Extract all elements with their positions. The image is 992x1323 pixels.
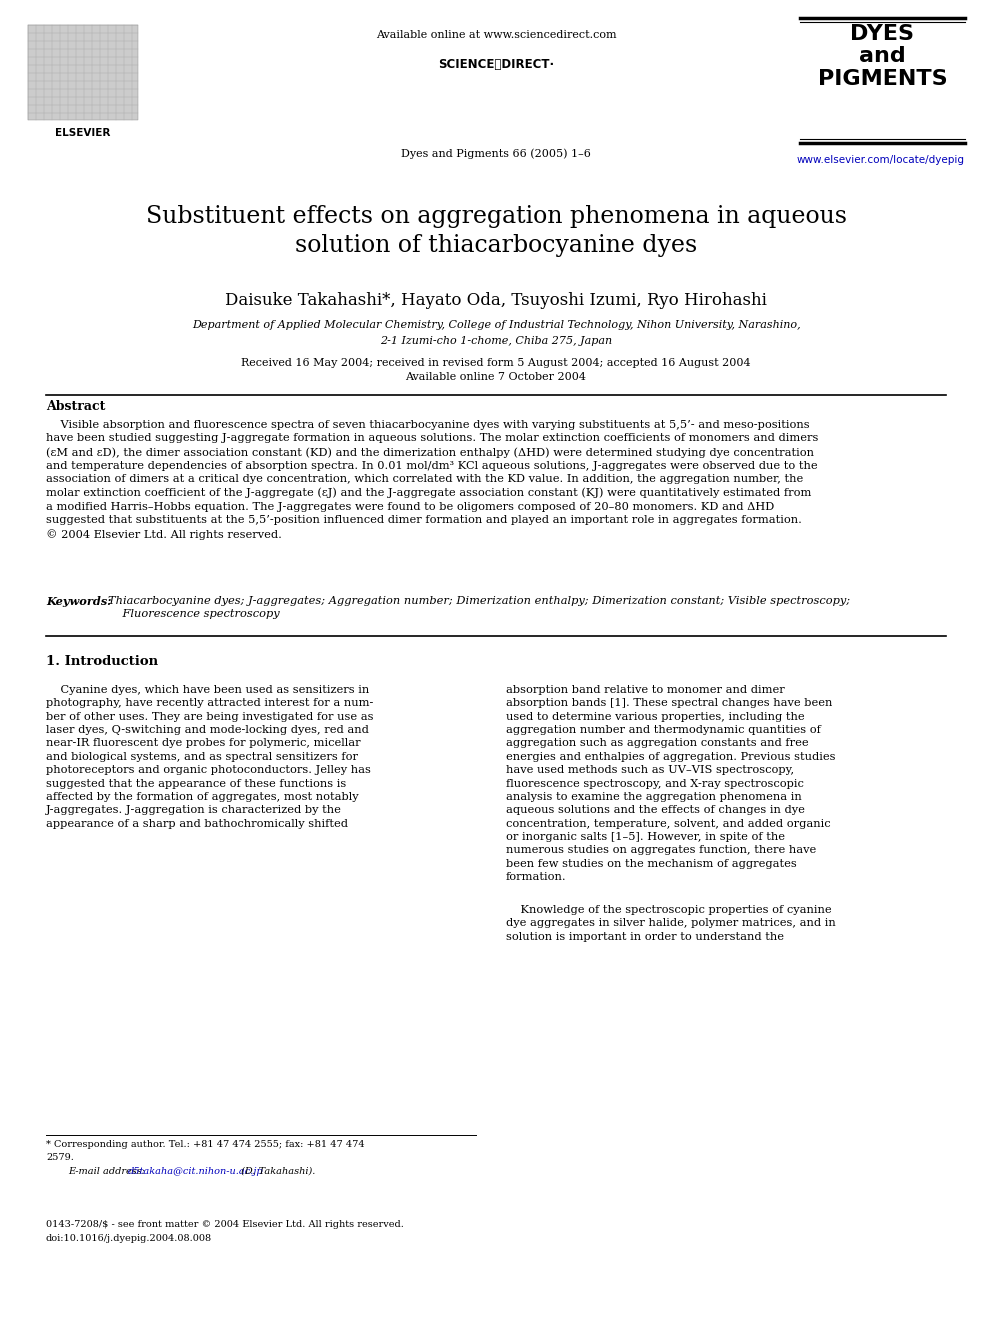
Text: * Corresponding author. Tel.: +81 47 474 2555; fax: +81 47 474: * Corresponding author. Tel.: +81 47 474… xyxy=(46,1140,365,1148)
Text: Keywords:: Keywords: xyxy=(46,595,111,607)
Text: Visible absorption and fluorescence spectra of seven thiacarbocyanine dyes with : Visible absorption and fluorescence spec… xyxy=(46,419,818,540)
Text: doi:10.1016/j.dyepig.2004.08.008: doi:10.1016/j.dyepig.2004.08.008 xyxy=(46,1234,212,1244)
Text: Thiacarbocyanine dyes; J-aggregates; Aggregation number; Dimerization enthalpy; : Thiacarbocyanine dyes; J-aggregates; Agg… xyxy=(108,595,850,619)
Text: absorption band relative to monomer and dimer
absorption bands [1]. These spectr: absorption band relative to monomer and … xyxy=(506,685,835,882)
FancyBboxPatch shape xyxy=(28,25,138,120)
Text: www.elsevier.com/locate/dyepig: www.elsevier.com/locate/dyepig xyxy=(797,155,965,165)
Text: ELSEVIER: ELSEVIER xyxy=(56,128,111,138)
Text: Dyes and Pigments 66 (2005) 1–6: Dyes and Pigments 66 (2005) 1–6 xyxy=(401,148,591,159)
Text: Substituent effects on aggregation phenomena in aqueous
solution of thiacarbocya: Substituent effects on aggregation pheno… xyxy=(146,205,846,257)
Text: DYES
and
PIGMENTS: DYES and PIGMENTS xyxy=(817,24,947,89)
Text: 2579.: 2579. xyxy=(46,1154,73,1162)
Text: Department of Applied Molecular Chemistry, College of Industrial Technology, Nih: Department of Applied Molecular Chemistr… xyxy=(191,320,801,329)
Text: Knowledge of the spectroscopic properties of cyanine
dye aggregates in silver ha: Knowledge of the spectroscopic propertie… xyxy=(506,905,835,942)
Text: Available online at www.sciencedirect.com: Available online at www.sciencedirect.co… xyxy=(376,30,616,40)
Text: E-mail address:: E-mail address: xyxy=(68,1167,145,1176)
Text: (D. Takahashi).: (D. Takahashi). xyxy=(238,1167,315,1176)
Text: 0143-7208/$ - see front matter © 2004 Elsevier Ltd. All rights reserved.: 0143-7208/$ - see front matter © 2004 El… xyxy=(46,1220,404,1229)
Text: d5takaha@cit.nihon-u.ac.jp: d5takaha@cit.nihon-u.ac.jp xyxy=(128,1167,264,1176)
Text: Received 16 May 2004; received in revised form 5 August 2004; accepted 16 August: Received 16 May 2004; received in revise… xyxy=(241,359,751,368)
Text: SCIENCEⓓDIRECT·: SCIENCEⓓDIRECT· xyxy=(437,58,555,71)
Text: Available online 7 October 2004: Available online 7 October 2004 xyxy=(406,372,586,382)
Text: Cyanine dyes, which have been used as sensitizers in
photography, have recently : Cyanine dyes, which have been used as se… xyxy=(46,685,374,828)
Text: 2-1 Izumi-cho 1-chome, Chiba 275, Japan: 2-1 Izumi-cho 1-chome, Chiba 275, Japan xyxy=(380,336,612,347)
Text: Abstract: Abstract xyxy=(46,400,105,413)
Text: Daisuke Takahashi*, Hayato Oda, Tsuyoshi Izumi, Ryo Hirohashi: Daisuke Takahashi*, Hayato Oda, Tsuyoshi… xyxy=(225,292,767,310)
Text: 1. Introduction: 1. Introduction xyxy=(46,655,158,668)
